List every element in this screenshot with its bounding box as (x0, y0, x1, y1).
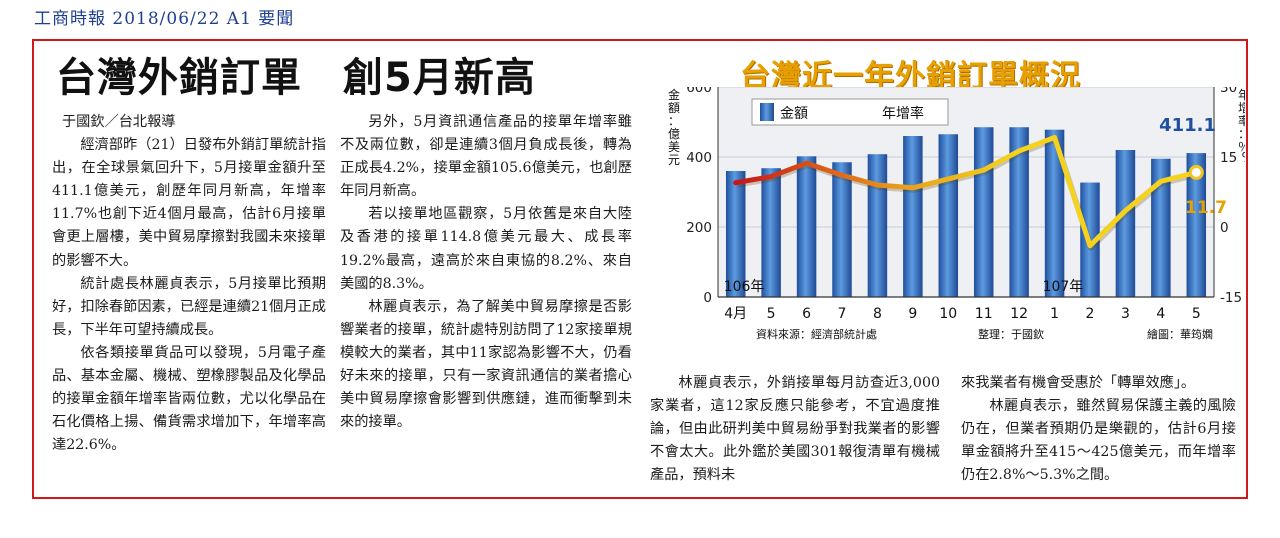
x-tick-label: 3 (1121, 306, 1130, 322)
paragraph: 統計處長林麗貞表示，5月接單比預期好，扣除春節因素，已經是連續21個月正成長，下… (52, 275, 326, 338)
x-tick-label: 1 (1050, 306, 1059, 322)
chart-source: 資料來源：經濟部統計處 (756, 327, 877, 341)
source-line: 工商時報 2018/06/22 A1 要聞 (34, 9, 295, 29)
bar (796, 156, 817, 297)
article-column-2: 另外，5月資訊通信產品的接單年增率雖不及兩位數，卻是連續3個月負成長後，轉為正成… (340, 111, 632, 434)
chart-artist: 繪圖：華筠嫻 (1147, 327, 1213, 341)
bar (903, 136, 923, 297)
y-tick-right: -15 (1220, 290, 1242, 306)
bar (938, 134, 959, 297)
y-axis-label-left: 金額：億美元 (668, 87, 680, 167)
legend-label-rate: 年增率 (882, 105, 924, 122)
article-column-3: 林麗貞表示，外銷接單每月訪查近3,000家業者，這12家反應只能參考，不宜過度推… (650, 372, 940, 487)
bar (973, 127, 994, 297)
year-marker: 107年 (1043, 279, 1084, 295)
x-tick-label: 6 (802, 306, 811, 322)
article-column-4: 來我業者有機會受惠於「轉單效應」。 林麗貞表示，雖然貿易保護主義的風險仍在，但業… (961, 372, 1236, 487)
chart-editor: 整理：于國欽 (978, 327, 1044, 341)
bars (725, 127, 1207, 297)
bar (761, 168, 781, 297)
y-tick-left: 600 (686, 87, 712, 96)
y-tick-left: 400 (686, 150, 712, 166)
legend: 金額 年增率 (751, 98, 949, 126)
paragraph: 另外，5月資訊通信產品的接單年增率雖不及兩位數，卻是連續3個月負成長後，轉為正成… (340, 114, 632, 200)
x-tick-label: 9 (908, 306, 917, 322)
bar (867, 154, 888, 297)
x-tick-label: 11 (975, 306, 993, 322)
rate-line-path (733, 134, 1199, 249)
legend-bar-swatch (760, 103, 774, 121)
y-tick-right: 0 (1220, 220, 1229, 236)
paragraph-continued: 來我業者有機會受惠於「轉單效應」。 (961, 375, 1196, 391)
rate-line (733, 134, 1204, 251)
bar (1044, 129, 1065, 297)
byline: 于國欽／台北報導 (61, 114, 176, 130)
x-tick-label: 5 (767, 306, 776, 322)
paragraph: 林麗貞表示，雖然貿易保護主義的風險仍在，但業者預期仍是樂觀的，估計6月接單金額將… (961, 398, 1236, 484)
bar (1151, 158, 1171, 297)
last-value-label: 411.1 (1159, 115, 1216, 136)
y-tick-left: 0 (703, 290, 712, 306)
x-tick-label: 8 (873, 306, 882, 322)
bar (1009, 127, 1029, 297)
x-tick-label: 4月 (724, 306, 747, 322)
x-tick-label: 5 (1192, 306, 1201, 322)
paragraph: 林麗貞表示，外銷接單每月訪查近3,000家業者，這12家反應只能參考，不宜過度推… (650, 375, 940, 484)
x-tick-label: 12 (1010, 306, 1028, 322)
last-rate-label: 11.7 (1185, 198, 1227, 218)
rate-point-last (1188, 164, 1204, 180)
y-axis-label-right: 年增率：％ (1238, 88, 1245, 154)
year-marker: 106年 (724, 279, 765, 295)
article-column-1: 于國欽／台北報導 經濟部昨（21）日發布外銷訂單統計指出，在全球景氣回升下，5月… (52, 111, 326, 457)
bar (1186, 153, 1207, 297)
y-tick-right: 30 (1220, 87, 1237, 96)
paragraph: 依各類接單貨品可以發現，5月電子產品、基本金屬、機械、塑橡膠製品及化學品的接單金… (52, 344, 326, 454)
bar (725, 171, 746, 297)
x-tick-label: 4 (1156, 306, 1165, 322)
bar (832, 162, 852, 297)
x-tick-label: 10 (939, 306, 957, 322)
paragraph: 若以接單地區觀察，5月依舊是來自大陸及香港的接單114.8億美元最大、成長率19… (340, 206, 632, 292)
y-tick-right: 15 % (1220, 150, 1245, 166)
article-frame: 台灣外銷訂單 創5月新高 于國欽／台北報導 經濟部昨（21）日發布外銷訂單統計指… (32, 39, 1248, 499)
legend-label-amount: 金額 (780, 106, 808, 122)
x-tick-label: 7 (838, 306, 847, 322)
y-tick-left: 200 (686, 220, 712, 236)
bar (1115, 150, 1136, 297)
paragraph: 林麗貞表示，為了解美中貿易摩擦是否影響業者的接單，統計處特別訪問了12家接單規模… (340, 298, 632, 431)
paragraph: 經濟部昨（21）日發布外銷訂單統計指出，在全球景氣回升下，5月接單金額升至411… (52, 137, 326, 269)
headline: 台灣外銷訂單 創5月新高 (56, 55, 536, 101)
x-tick-label: 2 (1086, 306, 1095, 322)
